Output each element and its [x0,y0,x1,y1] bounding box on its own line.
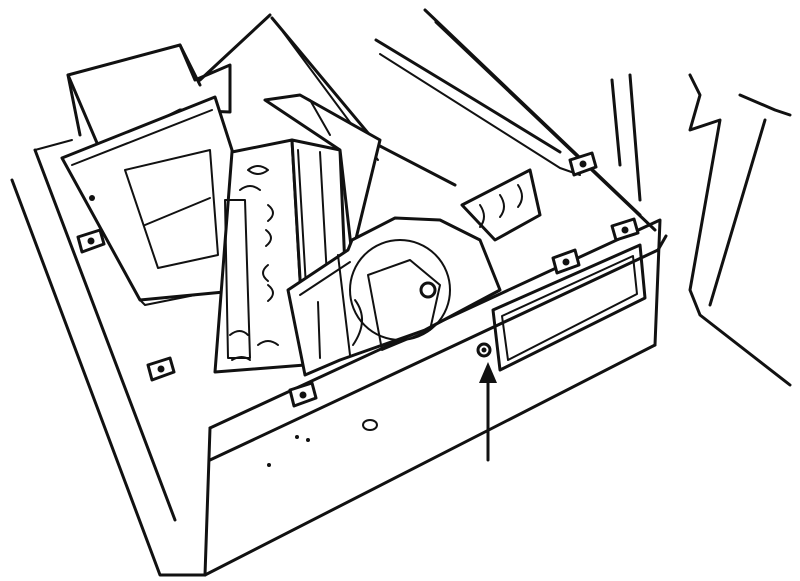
right-wall [423,8,792,387]
screw-icon [579,160,587,168]
bracket-back-right [568,151,598,177]
coil-rear-panel [263,93,382,257]
screw-icon [481,347,487,353]
panel-hole [295,435,299,439]
front-panel-holes [267,342,492,467]
coil-tube-ends [229,165,279,361]
mounting-brackets [76,151,640,408]
baffle-panel [60,95,247,306]
motor-shaft [419,281,437,299]
right-tube-bank [460,168,542,242]
panel-hole [267,463,271,467]
panel-hole [362,419,378,431]
blower-wheel [349,239,451,341]
bracket-right-2 [610,217,640,242]
cabinet-body [10,16,668,577]
bracket-right-1 [551,248,581,275]
blower-assembly [286,216,502,377]
motor-wire [352,299,363,346]
bracket-left-lower [146,356,176,382]
screw-icon [562,258,570,266]
callout-arrow [479,362,497,462]
screw-icon [89,195,95,201]
blower-motor [367,259,441,351]
bracket-left-top [89,195,95,201]
screw-icon [621,226,629,234]
bracket-center [288,381,318,408]
front-access-opening [491,243,647,372]
panel-hole [306,438,310,442]
arrow-up-icon [479,362,497,383]
bracket-left-upper [76,228,106,254]
screw-icon [299,391,307,399]
screw-icon [157,365,165,373]
screw-icon [87,237,95,245]
